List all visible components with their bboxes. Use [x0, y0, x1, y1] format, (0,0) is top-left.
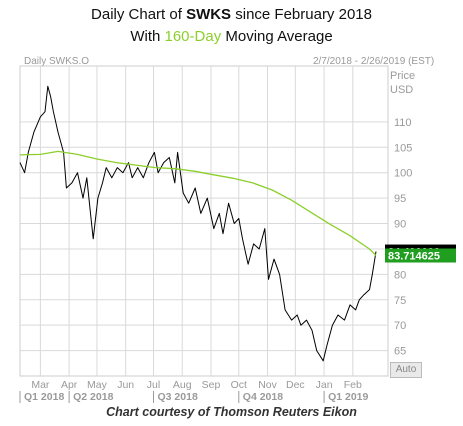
month-tick-label: Jul	[147, 379, 160, 391]
currency-axis-title: USD	[390, 84, 414, 96]
quarter-tick-label: Q4 2018	[243, 391, 283, 403]
y-tick-label: 110	[394, 117, 412, 129]
chart-title: Daily Chart of SWKS since February 2018	[91, 6, 372, 23]
date-range-label: 2/7/2018 - 2/26/2019 (EST)	[313, 56, 435, 67]
y-tick-label: 100	[394, 168, 412, 180]
ticker-label: SWKS	[186, 6, 232, 23]
month-tick-label: Aug	[173, 379, 192, 391]
y-tick-label: 80	[394, 269, 406, 281]
chart-subtitle: With 160-Day Moving Average	[130, 28, 333, 45]
quarter-tick-label: Q1 2019	[328, 391, 368, 403]
quarter-tick-label: Q2 2018	[73, 391, 113, 403]
month-tick-label: Mar	[31, 379, 50, 391]
instrument-label: Daily SWKS.O	[24, 56, 90, 67]
moving-average-badge: 83.714625	[388, 251, 440, 263]
month-tick-label: May	[87, 379, 108, 391]
ma-period-label: 160-Day	[164, 28, 222, 45]
moving-average-line	[19, 150, 377, 256]
y-tick-label: 90	[394, 219, 406, 231]
month-tick-label: Apr	[61, 379, 78, 391]
month-tick-label: Dec	[286, 379, 305, 391]
month-tick-label: Jun	[117, 379, 134, 391]
y-tick-label: 65	[394, 346, 406, 358]
moving-average-badge-bg	[385, 248, 456, 263]
y-tick-label: 70	[394, 320, 406, 332]
month-tick-label: Sep	[202, 379, 221, 391]
price-line	[19, 85, 377, 362]
y-tick-label: 75	[394, 295, 406, 307]
quarter-tick-label: Q1 2018	[24, 391, 64, 403]
chart-caption: Chart courtesy of Thomson Reuters Eikon	[106, 405, 357, 419]
y-tick-label: 95	[394, 193, 406, 205]
plot-frame	[19, 65, 389, 377]
month-tick-label: Nov	[258, 379, 277, 391]
price-axis-title: Price	[390, 70, 416, 82]
y-tick-label: 105	[394, 142, 412, 154]
quarter-tick-label: Q3 2018	[158, 391, 198, 403]
month-tick-label: Oct	[231, 379, 247, 391]
month-tick-label: Jan	[316, 379, 333, 391]
month-tick-label: Feb	[344, 379, 362, 391]
auto-scale-button[interactable]: Auto	[390, 362, 422, 378]
